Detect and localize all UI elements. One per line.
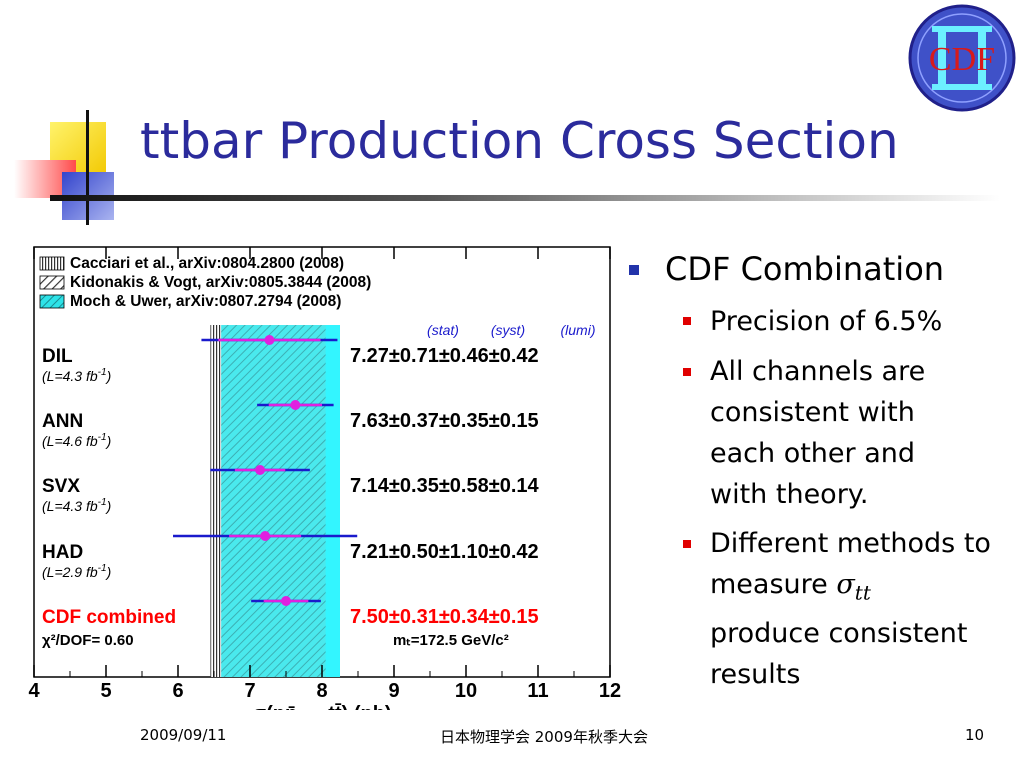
- x-tick-label: 11: [527, 680, 548, 702]
- measurement-lumi: (L=2.9 fb-1): [42, 563, 111, 580]
- footer-date: 2009/09/11: [140, 726, 227, 744]
- sub-bullet-methods-text-2: produce consistent results: [710, 618, 968, 691]
- cdf-logo: CDF: [908, 4, 1016, 112]
- sigma-subscript: tt: [854, 580, 871, 605]
- slide-title: ttbar Production Cross Section: [140, 112, 899, 170]
- data-point: [255, 465, 266, 475]
- theory-band-edge: [325, 325, 340, 677]
- x-tick-label: 6: [172, 680, 183, 702]
- decor-vertical-line: [86, 110, 89, 225]
- measurement-name: DIL: [42, 346, 73, 367]
- x-tick-label: 5: [100, 680, 111, 702]
- lumi-exponent: -1: [98, 497, 107, 508]
- x-tick-label: 9: [388, 680, 399, 702]
- sigma-symbol: σ: [836, 569, 855, 600]
- lumi-close: ): [105, 368, 112, 384]
- uncertainty-header: (stat): [427, 322, 459, 338]
- measurement-lumi: (L=4.3 fb-1): [42, 497, 111, 514]
- x-tick-label: 7: [244, 680, 255, 702]
- data-point: [290, 400, 301, 410]
- lumi-exponent: -1: [98, 563, 107, 574]
- lumi-close: ): [105, 433, 112, 449]
- x-tick-label: 8: [316, 680, 327, 702]
- legend-label: Moch & Uwer, arXiv:0807.2794 (2008): [70, 293, 341, 310]
- x-tick-label: 4: [28, 680, 40, 702]
- bullet-marker: [629, 265, 639, 275]
- legend-label: Kidonakis & Vogt, arXiv:0805.3844 (2008): [70, 274, 371, 291]
- data-point: [281, 596, 291, 606]
- measurement-lumi: (L=4.3 fb-1): [42, 367, 111, 384]
- legend-swatch: [39, 275, 65, 290]
- uncertainty-header: (syst): [491, 322, 525, 338]
- measurement-value: 7.50±0.31±0.34±0.15: [350, 606, 539, 628]
- sub-bullet-marker: [683, 540, 691, 548]
- x-tick-label: 12: [599, 680, 621, 702]
- x-axis-label: σ(pp̄ → tt̄) (pb): [252, 703, 391, 710]
- bullet-main: CDF Combination: [665, 250, 945, 288]
- measurement-value: 7.21±0.50±1.10±0.42: [350, 541, 539, 563]
- measurement-name: HAD: [42, 542, 83, 563]
- data-point: [264, 335, 275, 345]
- logo-text: CDF: [929, 41, 995, 78]
- sub-bullet-methods: Different methods to measure σtt produce…: [710, 523, 1000, 695]
- data-point: [260, 531, 271, 541]
- footer-center: 日本物理学会 2009年秋季大会: [440, 728, 648, 746]
- lumi-close: ): [105, 564, 112, 580]
- measurement-name: ANN: [42, 411, 83, 432]
- footer-page: 10: [965, 726, 985, 744]
- theory-band-overlay: [221, 325, 340, 677]
- measurement-lumi: (L=4.6 fb-1): [42, 432, 111, 449]
- x-tick-label: 10: [455, 680, 477, 702]
- sub-bullet-methods-text: Different methods to measure: [710, 528, 991, 600]
- measurement-value: 7.63±0.37±0.35±0.15: [350, 410, 539, 432]
- theory-band: [221, 325, 340, 677]
- title-rule: [50, 195, 1000, 201]
- uncertainty-header: (lumi): [561, 322, 596, 338]
- sub-bullet-precision: Precision of 6.5%: [710, 306, 943, 337]
- lumi-exponent: -1: [98, 367, 107, 378]
- chi2-label: χ²/DOF= 0.60: [42, 632, 134, 649]
- measurement-name: SVX: [42, 476, 80, 497]
- cross-section-chart: Cacciari et al., arXiv:0804.2800 (2008) K…: [28, 246, 621, 710]
- legend-swatch: [39, 256, 65, 271]
- legend-label: Cacciari et al., arXiv:0804.2800 (2008): [70, 255, 344, 272]
- measurement-value: 7.14±0.35±0.58±0.14: [350, 475, 540, 497]
- measurement-name: CDF combined: [42, 607, 176, 628]
- measurement-value: 7.27±0.71±0.46±0.42: [350, 345, 539, 367]
- sub-bullet-marker: [683, 368, 691, 376]
- sub-bullet-marker: [683, 317, 691, 325]
- sub-bullet-consistent: All channels are consistent with each ot…: [710, 356, 926, 510]
- lumi-close: ): [105, 498, 112, 514]
- lumi-exponent: -1: [98, 432, 107, 443]
- legend-swatch: [39, 294, 65, 309]
- mass-label: mₜ=172.5 GeV/c²: [393, 632, 509, 649]
